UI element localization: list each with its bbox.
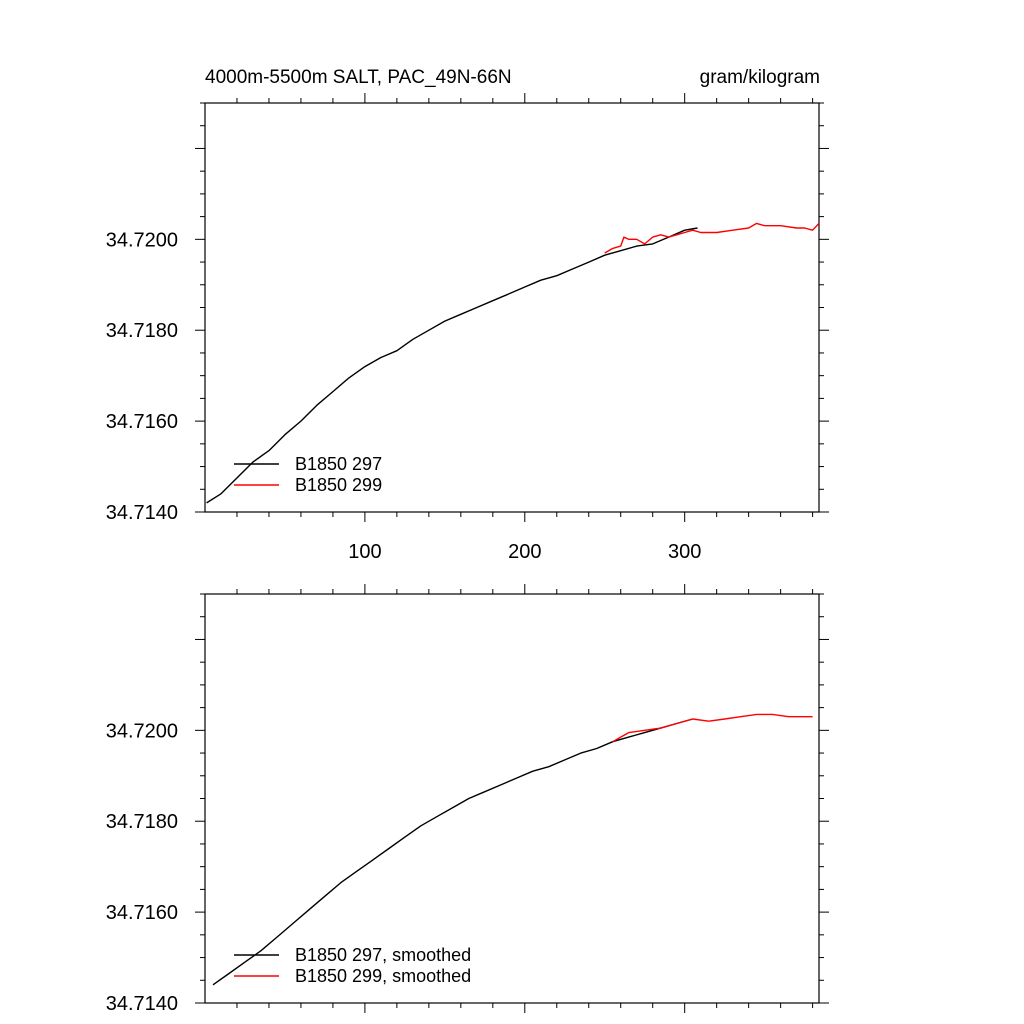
x-tick-label: 100: [348, 541, 381, 563]
y-tick-label: 34.7200: [106, 720, 178, 742]
y-tick-label: 34.7160: [106, 902, 178, 924]
plot-bottom-ticks: [195, 584, 829, 1013]
y-tick-label: 34.7200: [106, 229, 178, 251]
legend-label: B1850 297, smoothed: [295, 945, 471, 965]
plot-bottom-ticklabels: 34.7140 34.7160 34.7180 34.7200: [106, 720, 178, 1015]
plot-bottom: 34.7140 34.7160 34.7180 34.7200 B1850 297, …: [106, 584, 829, 1015]
y-tick-label: 34.7180: [106, 320, 178, 342]
legend-label: B1850 299: [295, 475, 382, 495]
y-tick-label: 34.7140: [106, 502, 178, 524]
x-tick-label: 200: [508, 541, 541, 563]
legend-label: B1850 299, smoothed: [295, 966, 471, 986]
plot-top-series: [206, 222, 820, 504]
y-tick-label: 34.7180: [106, 811, 178, 833]
plot-bottom-frame: [204, 593, 820, 1004]
series-line-1: [206, 227, 698, 504]
title-left: 4000m-5500m SALT, PAC_49N-66N: [205, 67, 512, 88]
plot-bottom-series: [212, 713, 813, 986]
series-line-2: [604, 222, 820, 254]
legend-label: B1850 297: [295, 454, 382, 474]
title-right: gram/kilogram: [700, 67, 820, 88]
plot-top-ticks: [195, 93, 829, 522]
y-tick-label: 34.7160: [106, 411, 178, 433]
x-tick-label: 300: [668, 541, 701, 563]
series-line-2: [612, 713, 813, 743]
plot-top: 34.7140 34.7160 34.7180 34.7200 100 200 300 B1…: [106, 93, 829, 563]
plot-top-ticklabels: 34.7140 34.7160 34.7180 34.7200 100 200 300: [106, 229, 702, 563]
plot-top-frame: [204, 102, 820, 513]
y-tick-label: 34.7140: [106, 993, 178, 1015]
